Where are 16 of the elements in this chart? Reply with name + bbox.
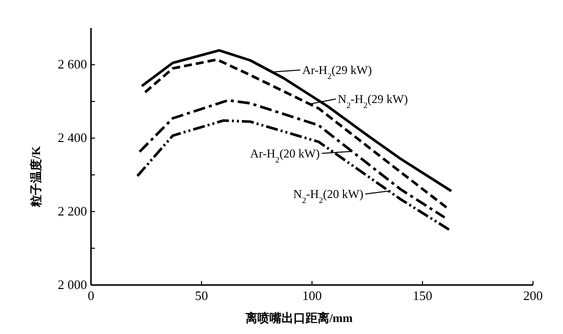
x-tick-label: 50	[195, 288, 208, 303]
y-tick-label: 2 400	[58, 130, 87, 146]
x-tick-label: 150	[412, 288, 432, 303]
annotation: Ar-H$_{2}$(29 kW)	[302, 63, 372, 81]
annotation: Ar-H$_{2}$(20 kW)	[250, 146, 320, 164]
x-tick-label: 100	[302, 288, 322, 303]
y-axis-title: 粒子温度/K	[29, 146, 43, 208]
x-axis-title: 离喷嘴出口距离/mm	[244, 311, 353, 325]
annotation: N$_{2}$-H$_{2}$(20 kW)	[293, 187, 364, 205]
y-tick-label: 2 600	[58, 56, 87, 72]
y-tick-label: 2 200	[58, 204, 87, 219]
x-tick-label: 0	[88, 288, 94, 303]
y-tick-label: 2 000	[58, 277, 87, 292]
line-series	[136, 119, 450, 231]
annotation: N$_{2}$-H$_{2}$(29 kW)	[338, 92, 408, 110]
x-tick-label: 200	[523, 288, 543, 303]
